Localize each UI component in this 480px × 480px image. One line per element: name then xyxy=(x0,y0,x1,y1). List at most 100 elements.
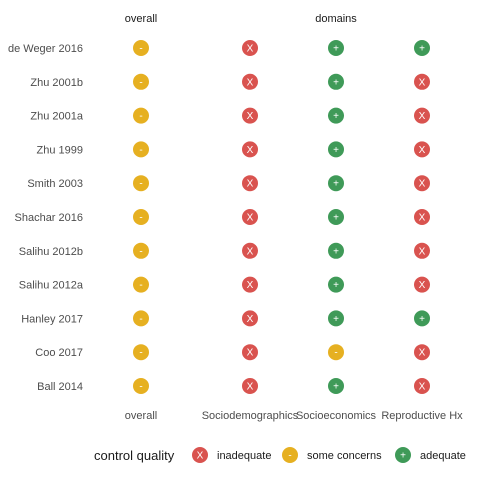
study-row-zhu-2001b: Zhu 2001b - X + X xyxy=(30,73,430,90)
study-row-ball-2014: Ball 2014 - X + X xyxy=(37,378,430,394)
rating-sociodemographics-circle xyxy=(242,107,258,124)
rating-reproductive-hx: X xyxy=(414,209,430,225)
rating-reproductive-hx: X xyxy=(414,242,430,259)
rating-overall-symbol: - xyxy=(139,179,142,190)
rating-sociodemographics-symbol: X xyxy=(247,77,254,88)
rating-overall-circle xyxy=(133,40,149,56)
rating-overall-symbol: - xyxy=(139,145,142,156)
rating-reproductive-hx-symbol: X xyxy=(419,246,426,257)
rating-overall-circle xyxy=(133,107,149,124)
rating-reproductive-hx-circle xyxy=(414,310,430,327)
rating-socioeconomics-circle xyxy=(328,378,344,394)
study-row-smith-2003: Smith 2003 - X + X xyxy=(27,175,430,192)
rating-socioeconomics-symbol: + xyxy=(333,213,339,224)
study-row-salihu-2012b: Salihu 2012b - X + X xyxy=(19,242,430,259)
rating-overall-circle xyxy=(133,209,149,225)
study-row-de-weger-2016: de Weger 2016 - X + + xyxy=(8,40,430,56)
rating-sociodemographics-symbol: X xyxy=(247,111,254,122)
study-label: Salihu 2012b xyxy=(19,246,83,258)
legend-key-inadequate-circle xyxy=(192,447,208,463)
rating-reproductive-hx-symbol: X xyxy=(419,145,426,156)
rating-socioeconomics-symbol: + xyxy=(333,314,339,325)
rating-overall-symbol: - xyxy=(139,44,142,55)
legend-key-some-concerns-circle xyxy=(282,447,298,463)
rating-socioeconomics-circle xyxy=(328,40,344,56)
study-label: Ball 2014 xyxy=(37,381,83,393)
rating-overall-circle xyxy=(133,310,149,327)
rating-sociodemographics-circle xyxy=(242,209,258,225)
column-label-overall: overall xyxy=(125,410,157,422)
rating-reproductive-hx-circle xyxy=(414,378,430,394)
rating-sociodemographics: X xyxy=(242,141,258,158)
study-label: de Weger 2016 xyxy=(8,43,83,55)
rating-reproductive-hx-circle xyxy=(414,209,430,225)
study-row-zhu-2001a: Zhu 2001a - X + X xyxy=(30,107,430,124)
rating-sociodemographics-symbol: X xyxy=(247,145,254,156)
legend-key-inadequate-symbol: X xyxy=(197,451,204,462)
rating-overall-symbol: - xyxy=(139,314,142,325)
study-row-salihu-2012a: Salihu 2012a - X + X xyxy=(19,276,430,293)
rating-reproductive-hx-circle xyxy=(414,73,430,90)
rating-overall: - xyxy=(133,344,149,361)
rating-reproductive-hx: X xyxy=(414,73,430,90)
rating-sociodemographics-circle xyxy=(242,40,258,56)
rating-sociodemographics-symbol: X xyxy=(247,280,254,291)
rating-reproductive-hx-circle xyxy=(414,107,430,124)
study-label: Salihu 2012a xyxy=(19,280,84,292)
rating-sociodemographics: X xyxy=(242,242,258,259)
legend-item-adequate: + adequate xyxy=(395,447,466,463)
rating-socioeconomics: + xyxy=(328,40,344,56)
rating-socioeconomics-circle xyxy=(328,276,344,293)
rating-sociodemographics: X xyxy=(242,378,258,394)
rating-socioeconomics-circle xyxy=(328,209,344,225)
study-rows: de Weger 2016 - X + + Zhu 2001b - X + X Zhu 2001a -… xyxy=(8,40,430,394)
rating-socioeconomics-circle xyxy=(328,344,344,361)
rating-reproductive-hx-circle xyxy=(414,276,430,293)
rating-reproductive-hx-symbol: X xyxy=(419,179,426,190)
rating-socioeconomics-symbol: + xyxy=(333,179,339,190)
rating-sociodemographics-circle xyxy=(242,276,258,293)
study-label: Hanley 2017 xyxy=(21,313,83,325)
study-label: Smith 2003 xyxy=(27,178,83,190)
rating-sociodemographics-circle xyxy=(242,141,258,158)
rating-reproductive-hx: X xyxy=(414,344,430,361)
rating-reproductive-hx-circle xyxy=(414,175,430,192)
rating-reproductive-hx-circle xyxy=(414,344,430,361)
rating-overall-circle xyxy=(133,141,149,158)
rating-sociodemographics: X xyxy=(242,73,258,90)
rating-socioeconomics-symbol: - xyxy=(334,348,337,359)
rating-socioeconomics-circle xyxy=(328,141,344,158)
legend-label: some concerns xyxy=(307,450,382,462)
rating-overall: - xyxy=(133,73,149,90)
rating-overall-symbol: - xyxy=(139,382,142,393)
rating-reproductive-hx: X xyxy=(414,276,430,293)
rating-socioeconomics-symbol: + xyxy=(333,246,339,257)
rating-overall-symbol: - xyxy=(139,213,142,224)
rating-sociodemographics-symbol: X xyxy=(247,213,254,224)
rating-socioeconomics-circle xyxy=(328,242,344,259)
rating-sociodemographics-symbol: X xyxy=(247,382,254,393)
rating-overall: - xyxy=(133,141,149,158)
rating-reproductive-hx: X xyxy=(414,175,430,192)
rating-overall-symbol: - xyxy=(139,246,142,257)
rating-reproductive-hx-symbol: + xyxy=(419,44,425,55)
rating-reproductive-hx: X xyxy=(414,107,430,124)
rating-sociodemographics-circle xyxy=(242,73,258,90)
rating-socioeconomics-symbol: + xyxy=(333,111,339,122)
rating-sociodemographics: X xyxy=(242,276,258,293)
rating-overall-symbol: - xyxy=(139,77,142,88)
rating-reproductive-hx-symbol: X xyxy=(419,382,426,393)
header-overall: overall xyxy=(125,13,157,25)
header-domains: domains xyxy=(315,13,357,25)
rating-overall-circle xyxy=(133,73,149,90)
rating-socioeconomics-circle xyxy=(328,310,344,327)
rating-sociodemographics: X xyxy=(242,344,258,361)
rating-reproductive-hx-circle xyxy=(414,141,430,158)
study-row-hanley-2017: Hanley 2017 - X + + xyxy=(21,310,430,327)
rating-reproductive-hx-symbol: X xyxy=(419,77,426,88)
rating-overall: - xyxy=(133,310,149,327)
study-row-zhu-1999: Zhu 1999 - X + X xyxy=(37,141,430,158)
rating-sociodemographics: X xyxy=(242,175,258,192)
rating-overall-circle xyxy=(133,242,149,259)
